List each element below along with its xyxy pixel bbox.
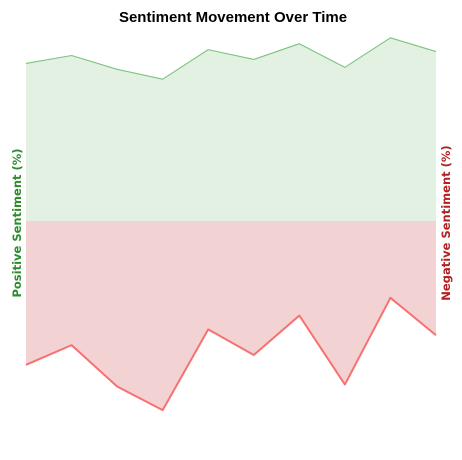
negative-series-line — [25, 296, 437, 412]
negative-series-area — [26, 221, 436, 411]
right-axis-label: Negative Sentiment (%) — [439, 145, 453, 300]
left-axis-label: Positive Sentiment (%) — [10, 148, 24, 297]
positive-series-area — [26, 37, 436, 221]
positive-series-line — [25, 37, 437, 80]
plot-area — [25, 37, 437, 412]
chart-title: Sentiment Movement Over Time — [119, 9, 347, 26]
